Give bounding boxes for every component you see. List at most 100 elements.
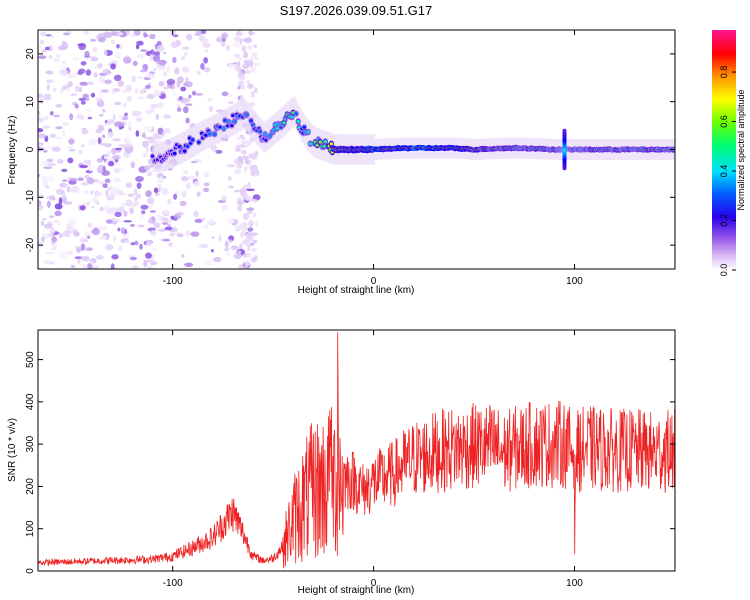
spectrogram-noise-cell xyxy=(79,164,89,169)
spectrogram-noise-cell xyxy=(38,142,44,146)
spectrogram-noise-cell xyxy=(204,49,209,52)
spectrogram-noise-cell xyxy=(147,218,153,224)
spectrogram-noise-cell xyxy=(163,210,168,214)
spectrogram-noise-cell xyxy=(38,45,42,49)
snr-series xyxy=(38,332,675,569)
spectrogram-noise-cell xyxy=(173,231,181,234)
spectrogram-noise-cell xyxy=(87,116,93,120)
spectrogram-noise-cell xyxy=(122,233,130,239)
spectrogram-noise-cell xyxy=(99,226,108,232)
spectrogram-noise-cell xyxy=(235,144,241,151)
spectrogram-noise-cell xyxy=(238,160,244,165)
spectrogram-noise-cell xyxy=(54,210,62,217)
spectrogram-noise-cell xyxy=(62,183,69,187)
spectrogram-noise-cell xyxy=(235,31,242,37)
spectrogram-noise-cell xyxy=(131,202,138,208)
spectrogram-noise-cell xyxy=(234,168,242,175)
spectrogram-noise-cell xyxy=(142,63,148,71)
spectrogram-noise-cell xyxy=(104,178,111,183)
spectrogram-noise-cell xyxy=(42,217,47,221)
spectrogram-noise-cell xyxy=(98,235,107,241)
spectrogram-noise-cell xyxy=(55,103,63,108)
spectrogram-noise-cell xyxy=(81,257,88,261)
spectrogram-noise-cell xyxy=(252,239,256,245)
spectrogram-noise-cell xyxy=(180,176,189,182)
spectrogram-noise-cell xyxy=(61,179,68,182)
spectrogram-noise-cell xyxy=(155,214,160,217)
spectrogram-noise-cell xyxy=(144,136,154,140)
spectrogram-noise-cell xyxy=(38,55,47,60)
spectrogram-noise-cell xyxy=(233,189,241,193)
spectrogram-ridge-cell xyxy=(222,126,226,131)
spectrogram-noise-cell xyxy=(125,199,133,207)
spectrogram-noise-cell xyxy=(62,129,66,137)
spectrogram-noise-cell xyxy=(102,108,106,113)
spectrogram-noise-cell xyxy=(92,179,100,183)
spectrogram-noise-cell xyxy=(38,241,44,248)
spectrogram-ridge-cell xyxy=(233,119,237,123)
spectrogram-noise-cell xyxy=(136,117,143,122)
spectrogram-noise-cell xyxy=(175,191,179,195)
spectrogram-noise-cell xyxy=(185,117,190,124)
spectrogram-noise-cell xyxy=(201,218,206,221)
spectrogram-noise-cell xyxy=(95,255,104,260)
spectrogram-noise-cell xyxy=(84,50,90,58)
spectrogram-noise-cell xyxy=(157,184,162,191)
spectrogram-noise-cell xyxy=(130,224,135,227)
spectrogram-noise-cell xyxy=(180,86,187,92)
spectrogram-noise-cell xyxy=(143,261,148,267)
spectrogram-noise-cell xyxy=(80,243,86,251)
spectrogram-noise-cell xyxy=(62,122,70,127)
spectrogram-noise-cell xyxy=(139,69,148,73)
spectrogram-noise-cell xyxy=(99,206,104,212)
spectrogram-x-label: Height of straight line (km) xyxy=(298,285,415,296)
spectrogram-noise-cell xyxy=(116,44,120,49)
spectrogram-noise-cell xyxy=(42,180,49,187)
spectrogram-noise-cell xyxy=(81,181,89,186)
spectrogram-noise-cell xyxy=(167,198,172,205)
spectrogram-noise-cell xyxy=(111,147,117,155)
spectrogram-noise-cell xyxy=(80,61,87,66)
spectrogram-noise-cell xyxy=(145,84,151,89)
spectrogram-noise-cell xyxy=(242,213,250,220)
spectrogram-noise-cell xyxy=(245,70,251,74)
spectrogram-noise-cell xyxy=(228,185,235,189)
spectrogram-noise-cell xyxy=(158,59,167,66)
spectrogram-noise-cell xyxy=(77,43,86,47)
spectrogram-noise-cell xyxy=(125,182,133,188)
spectrogram-noise-cell xyxy=(42,125,51,129)
spectrogram-noise-cell xyxy=(107,186,113,191)
spectrogram-noise-cell xyxy=(100,137,105,140)
spectrogram-noise-cell xyxy=(112,187,117,193)
spectrogram-noise-cell xyxy=(68,73,77,78)
spectrogram-noise-cell xyxy=(137,224,145,228)
spectrogram-noise-cell xyxy=(233,36,241,42)
spectrogram-noise-cell xyxy=(112,138,121,142)
spectrogram-noise-cell xyxy=(253,54,258,59)
spectrogram-noise-cell xyxy=(227,175,232,181)
spectrogram-noise-cell xyxy=(203,171,209,178)
spectrogram-noise-cell xyxy=(114,211,122,218)
spectrogram-noise-cell xyxy=(224,240,229,248)
spectrogram-noise-cell xyxy=(241,140,247,145)
spectrogram-noise-cell xyxy=(202,42,211,49)
spectrogram-noise-cell xyxy=(84,108,92,112)
spectrogram-ridge-cell xyxy=(150,154,155,158)
spectrogram-noise-cell xyxy=(90,92,96,98)
spectrogram-ridge-cell xyxy=(172,151,177,156)
spectrogram-noise-cell xyxy=(251,248,257,253)
spectrogram-noise-cell xyxy=(86,200,90,207)
spectrogram-ridge-cell xyxy=(294,112,299,116)
spectrogram-ridge-cell xyxy=(231,113,235,118)
spectrogram-noise-cell xyxy=(131,110,141,117)
spectrogram-noise-cell xyxy=(186,97,191,103)
spectrogram-noise-cell xyxy=(210,249,214,253)
spectrogram-noise-cell xyxy=(163,71,167,78)
spectrogram-noise-cell xyxy=(226,45,230,51)
spectrogram-ridge-cell xyxy=(197,140,201,144)
spectrogram-noise-cell xyxy=(139,213,144,221)
spectrogram-noise-cell xyxy=(216,36,223,43)
spectrogram-noise-cell xyxy=(180,56,186,60)
spectrogram-noise-cell xyxy=(82,264,87,269)
spectrogram-noise-cell xyxy=(157,215,162,222)
